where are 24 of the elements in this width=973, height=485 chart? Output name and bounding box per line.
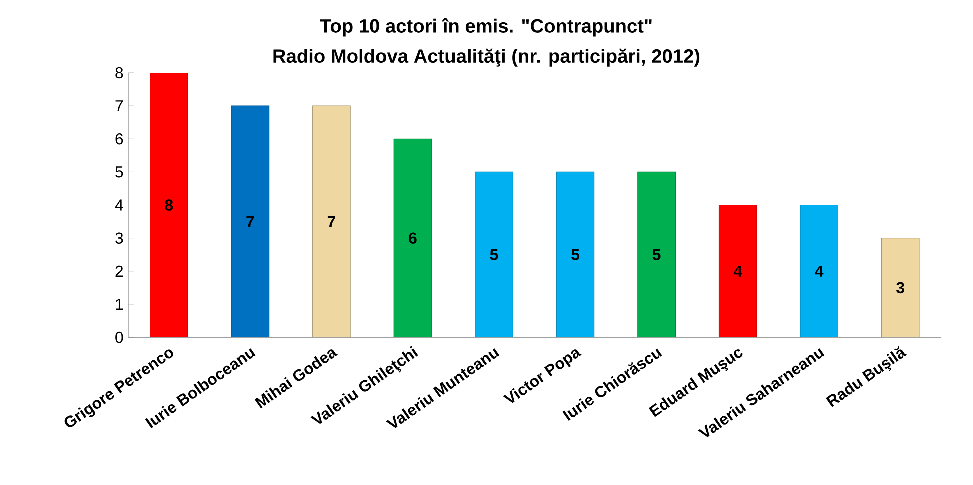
bar	[150, 72, 188, 338]
data-label: 5	[572, 249, 580, 260]
data-label: 4	[815, 266, 824, 277]
data-label: 5	[652, 249, 661, 260]
y-tick-label: 6	[116, 133, 124, 145]
data-label: 3	[896, 282, 904, 294]
data-label: 8	[165, 200, 174, 211]
y-tick-label: 0	[116, 332, 124, 344]
data-label: 7	[328, 216, 336, 228]
data-label: 6	[409, 232, 417, 244]
data-label: 7	[246, 216, 254, 228]
y-tick-label: 5	[116, 166, 124, 178]
y-tick-label: 7	[116, 100, 124, 112]
y-tick-label: 1	[116, 299, 124, 310]
y-tick-label: 4	[115, 200, 124, 211]
y-tick-label: 3	[116, 232, 124, 244]
bar	[800, 205, 839, 338]
chart-subtitle: Radio Moldova Actualităţi (nr. participări, 2012)	[274, 48, 700, 67]
data-label: 4	[734, 266, 742, 277]
y-tick-label: 8	[116, 67, 124, 79]
data-label: 5	[490, 249, 498, 260]
bar	[718, 205, 758, 338]
y-tick-label: 2	[116, 266, 124, 277]
chart-title: Top 10 actori în emis. "Contrapunct"	[320, 18, 652, 37]
